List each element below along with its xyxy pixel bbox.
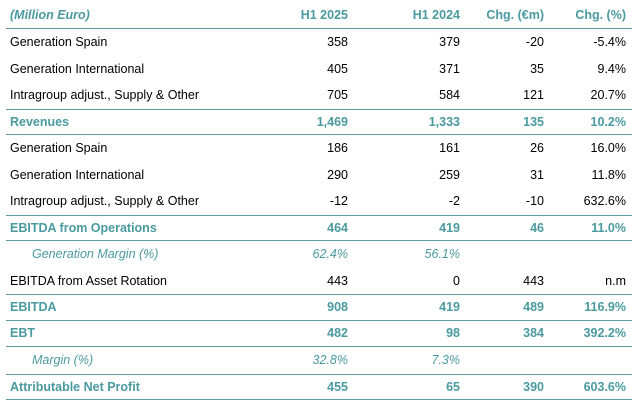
row-label: Attributable Net Profit <box>10 379 140 394</box>
row-chg-abs: 443 <box>523 273 544 288</box>
row-chg-abs: 31 <box>530 167 544 182</box>
row-chg-abs: 489 <box>523 300 544 315</box>
table-row: Intragroup adjust., Supply & Other -12 -… <box>6 188 632 215</box>
row-chg-abs: 384 <box>523 326 544 341</box>
row-chg-pct: -5.4% <box>593 35 626 50</box>
row-h1-2025: 455 <box>327 379 348 394</box>
table-row: Intragroup adjust., Supply & Other 705 5… <box>6 82 632 109</box>
row-chg-pct: 392.2% <box>583 326 626 341</box>
table-row: Generation Spain 186 161 26 16.0% <box>6 135 632 162</box>
row-chg-abs: 35 <box>530 61 544 76</box>
row-chg-abs: 390 <box>523 379 544 394</box>
row-h1-2025: 705 <box>327 88 348 103</box>
row-chg-pct: 603.6% <box>583 379 626 394</box>
financial-table: (Million Euro) H1 2025 H1 2024 Chg. (€m)… <box>6 2 632 400</box>
row-label: Generation Spain <box>10 35 108 50</box>
row-h1-2025: 290 <box>327 167 348 182</box>
row-h1-2025: 908 <box>327 300 348 315</box>
row-label: EBITDA <box>10 300 57 315</box>
table-row-total: EBT 482 98 384 392.2% <box>6 321 632 347</box>
row-label: Generation International <box>10 61 145 76</box>
row-chg-pct: n.m <box>605 273 626 288</box>
table-row: Generation International 405 371 35 9.4% <box>6 56 632 83</box>
row-h1-2025: 1,469 <box>316 114 348 129</box>
row-label: Generation International <box>10 167 145 182</box>
row-chg-pct: 20.7% <box>590 88 626 103</box>
row-h1-2024: 65 <box>446 379 460 394</box>
header-chg-pct: Chg. (%) <box>575 8 626 22</box>
row-h1-2024: 0 <box>453 273 460 288</box>
row-h1-2025: 464 <box>327 220 348 235</box>
header-chg-abs: Chg. (€m) <box>486 8 544 22</box>
row-chg-pct: 10.2% <box>590 114 626 129</box>
table-row: Generation Spain 358 379 -20 -5.4% <box>6 29 632 56</box>
row-label: EBT <box>10 326 35 341</box>
row-h1-2024: -2 <box>448 194 460 209</box>
row-label: Intragroup adjust., Supply & Other <box>10 88 199 103</box>
row-chg-abs: -20 <box>525 35 544 50</box>
row-label: Generation Spain <box>10 141 108 156</box>
row-h1-2025: 405 <box>327 61 348 76</box>
row-label: Revenues <box>10 114 70 129</box>
row-chg-pct: 11.8% <box>591 167 626 182</box>
row-chg-abs: 46 <box>530 220 544 235</box>
table-row-total: Revenues 1,469 1,333 135 10.2% <box>6 108 632 135</box>
row-h1-2024: 56.1% <box>424 247 460 262</box>
table-row-total: EBITDA from Operations 464 419 46 11.0% <box>6 214 632 241</box>
row-chg-abs: -10 <box>525 194 544 209</box>
table-row-margin: Generation Margin (%) 62.4% 56.1% <box>6 241 632 268</box>
table-row: Generation International 290 259 31 11.8… <box>6 162 632 189</box>
row-chg-abs: 26 <box>530 141 544 156</box>
row-h1-2025: 482 <box>327 326 348 341</box>
header-h1-2024: H1 2024 <box>412 8 460 22</box>
row-h1-2025: 186 <box>327 141 348 156</box>
table-header: (Million Euro) H1 2025 H1 2024 Chg. (€m)… <box>6 2 632 29</box>
header-h1-2025: H1 2025 <box>300 8 348 22</box>
row-label: EBITDA from Operations <box>10 220 157 235</box>
row-chg-pct: 11.0% <box>591 220 626 235</box>
row-h1-2025: 443 <box>327 273 348 288</box>
table-row-total: Attributable Net Profit 455 65 390 603.6… <box>6 373 632 400</box>
row-h1-2024: 161 <box>439 141 460 156</box>
row-h1-2024: 1,333 <box>428 114 460 129</box>
row-chg-abs: 135 <box>523 114 544 129</box>
row-h1-2024: 259 <box>439 167 460 182</box>
row-label: Intragroup adjust., Supply & Other <box>10 194 199 209</box>
table-row-margin: Margin (%) 32.8% 7.3% <box>6 347 632 374</box>
row-h1-2025: 358 <box>327 35 348 50</box>
row-h1-2025: -12 <box>329 194 348 209</box>
row-chg-pct: 9.4% <box>597 61 627 76</box>
row-h1-2024: 419 <box>439 220 460 235</box>
row-label: Generation Margin (%) <box>32 247 159 262</box>
row-h1-2024: 7.3% <box>431 353 461 368</box>
row-h1-2024: 371 <box>439 61 460 76</box>
row-h1-2024: 419 <box>439 300 460 315</box>
header-label: (Million Euro) <box>10 8 90 22</box>
row-h1-2024: 379 <box>439 35 460 50</box>
row-chg-pct: 116.9% <box>584 300 626 315</box>
row-h1-2024: 98 <box>446 326 460 341</box>
row-chg-abs: 121 <box>523 88 544 103</box>
row-chg-pct: 632.6% <box>583 194 626 209</box>
row-chg-pct: 16.0% <box>590 141 626 156</box>
row-label: EBITDA from Asset Rotation <box>10 273 168 288</box>
row-h1-2025: 62.4% <box>312 247 348 262</box>
table-row: EBITDA from Asset Rotation 443 0 443 n.m <box>6 268 632 295</box>
row-h1-2024: 584 <box>439 88 460 103</box>
row-h1-2025: 32.8% <box>312 353 348 368</box>
table-row-total: EBITDA 908 419 489 116.9% <box>6 294 632 321</box>
row-label: Margin (%) <box>32 353 94 368</box>
